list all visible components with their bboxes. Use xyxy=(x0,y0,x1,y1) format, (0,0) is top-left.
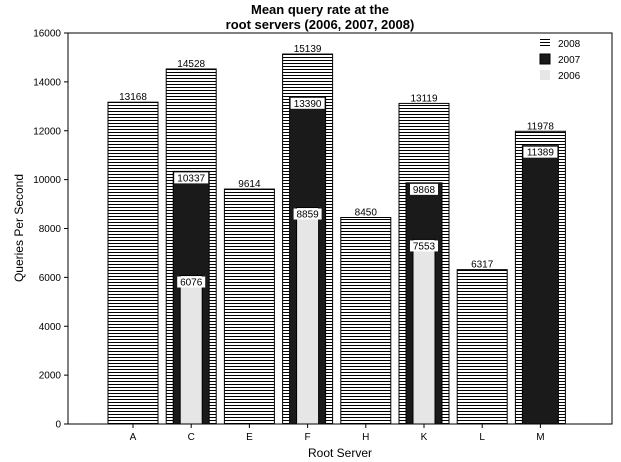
legend-label-2007: 2007 xyxy=(558,55,581,66)
data-label-text: 13390 xyxy=(294,99,322,110)
y-tick-label: 14000 xyxy=(33,77,61,88)
legend-label-2008: 2008 xyxy=(558,39,581,50)
data-label-text: 10337 xyxy=(177,173,205,184)
data-label-2007-M: 11389 xyxy=(523,146,558,159)
data-label-2008-C: 14528 xyxy=(177,59,205,70)
data-label-2008-L: 6317 xyxy=(471,260,494,271)
data-label-text: 13168 xyxy=(119,92,147,103)
bar-2006-F xyxy=(296,207,320,425)
data-label-text: 6076 xyxy=(180,278,203,289)
data-label-2007-C: 10337 xyxy=(174,172,209,184)
legend-swatch-2006 xyxy=(540,70,550,80)
data-label-2008-F: 15139 xyxy=(294,44,322,55)
data-labels: 13168 14528 9614 15139 8450 13119 6317 11978 103… xyxy=(119,44,558,289)
x-tick-label: K xyxy=(421,432,428,443)
y-tick-label: 16000 xyxy=(33,29,61,40)
chart-title-line-2: root servers (2006, 2007, 2008) xyxy=(226,17,415,32)
bar-2006-K xyxy=(412,238,436,425)
x-tick-label: E xyxy=(246,432,253,443)
data-label-2008-H: 8450 xyxy=(355,208,378,219)
bar-2008-H xyxy=(340,217,392,425)
bar-2008-A xyxy=(107,101,159,425)
data-label-2006-C: 6076 xyxy=(177,276,206,289)
x-axis-label: Root Server xyxy=(308,446,372,460)
data-label-2008-E: 9614 xyxy=(238,179,261,190)
data-label-text: 8450 xyxy=(355,208,378,219)
chart-title-line-1: Mean query rate at the xyxy=(251,2,389,17)
y-axis-label: Queries Per Second xyxy=(12,174,26,282)
data-label-text: 13119 xyxy=(410,93,438,104)
bar-2008-E xyxy=(223,188,275,425)
legend-label-2006: 2006 xyxy=(558,71,581,82)
y-tick-label: 8000 xyxy=(39,224,62,235)
data-label-2008-A: 13168 xyxy=(119,92,147,103)
data-label-text: 11389 xyxy=(527,148,555,159)
data-label-text: 8859 xyxy=(296,210,319,221)
data-label-box xyxy=(523,146,558,158)
bars xyxy=(107,53,566,425)
y-tick-label: 12000 xyxy=(33,126,61,137)
data-label-2006-K: 7553 xyxy=(410,240,438,252)
data-label-box xyxy=(293,208,322,220)
y-tick-label: 2000 xyxy=(39,371,62,382)
x-tick-label: L xyxy=(479,432,485,443)
data-label-2006-F: 8859 xyxy=(293,208,322,221)
data-label-text: 6317 xyxy=(471,260,494,271)
data-label-box xyxy=(174,172,209,184)
x-tick-label: A xyxy=(130,432,137,443)
bar-2008-L xyxy=(456,269,508,425)
data-label-text: 7553 xyxy=(413,241,436,252)
y-tick-label: 6000 xyxy=(39,273,62,284)
bar-2007-M xyxy=(521,145,559,425)
data-label-text: 15139 xyxy=(294,44,322,55)
legend: 2008 2007 2006 xyxy=(539,38,581,82)
x-tick-label: F xyxy=(305,432,311,443)
x-tick-label: H xyxy=(362,432,369,443)
data-label-box xyxy=(410,183,438,195)
data-label-2007-F: 13390 xyxy=(290,97,325,110)
y-axis: 0 2000 4000 6000 8000 10000 12000 14000 16000 xyxy=(33,29,68,431)
data-label-box xyxy=(177,276,206,288)
data-label-text: 11978 xyxy=(527,121,555,132)
data-label-text: 9614 xyxy=(238,179,261,190)
data-label-box xyxy=(410,240,438,252)
bar-2006-C xyxy=(179,275,203,425)
data-label-2008-K: 13119 xyxy=(410,93,438,104)
data-label-text: 14528 xyxy=(177,59,205,70)
legend-swatch-2007 xyxy=(539,53,551,65)
data-label-2008-M: 11978 xyxy=(527,121,555,132)
data-label-2007-K: 9868 xyxy=(410,183,438,196)
x-tick-label: C xyxy=(188,432,195,443)
y-tick-label: 0 xyxy=(55,420,61,431)
x-tick-label: M xyxy=(536,432,544,443)
y-tick-label: 10000 xyxy=(33,175,61,186)
data-label-text: 9868 xyxy=(413,185,436,196)
data-label-box xyxy=(290,97,325,109)
y-tick-label: 4000 xyxy=(39,322,62,333)
legend-swatch-2008 xyxy=(540,38,550,48)
